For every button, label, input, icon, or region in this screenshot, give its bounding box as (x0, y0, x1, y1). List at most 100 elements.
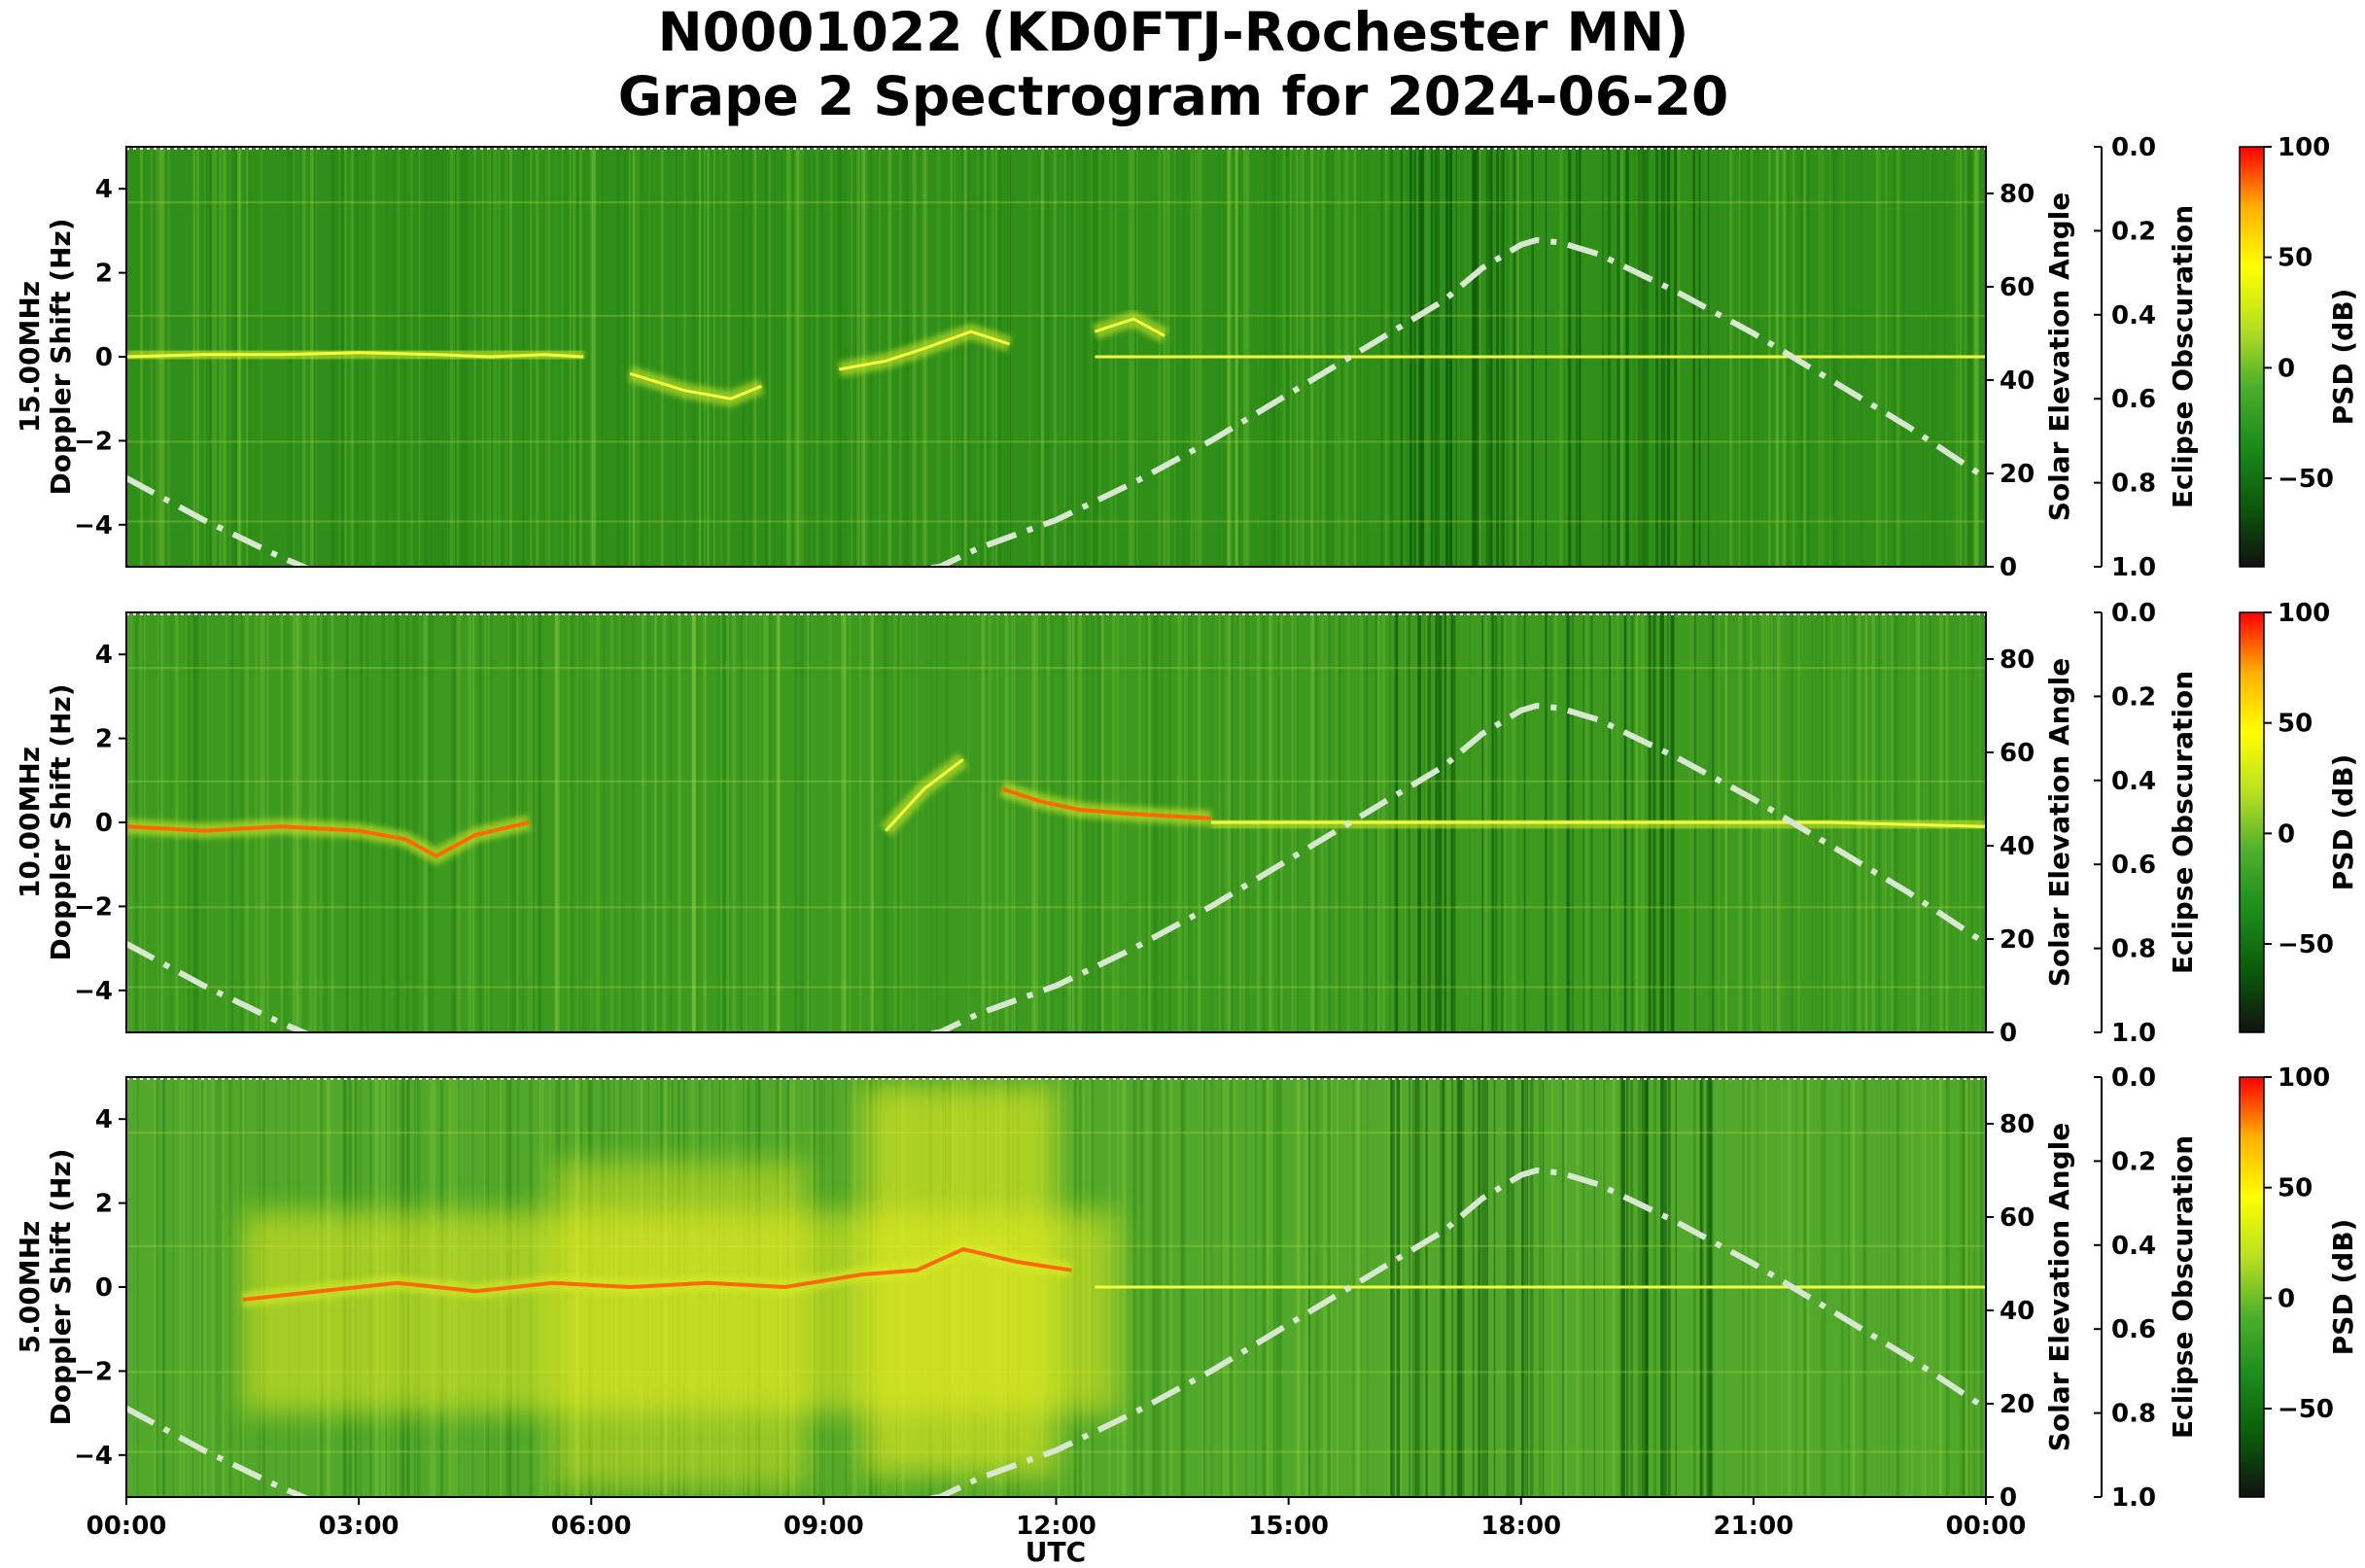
noise-stripe (721, 612, 726, 1032)
noise-stripe (641, 612, 645, 1032)
noise-stripe (807, 612, 810, 1032)
y-tick-label: 4 (95, 641, 113, 670)
noise-stripe (584, 612, 587, 1032)
noise-stripe (1061, 612, 1063, 1032)
noise-stripe (796, 147, 799, 567)
noise-stripe (694, 612, 697, 1032)
noise-stripe (774, 612, 778, 1032)
carrier-trace (242, 1246, 1072, 1302)
noise-stripe (570, 612, 574, 1032)
noise-stripe (989, 612, 991, 1032)
noise-stripe (601, 147, 604, 567)
eclipse-tick-label: 0.8 (2111, 1400, 2156, 1429)
noise-stripe (776, 612, 781, 1032)
noise-stripe (692, 612, 696, 1032)
noise-stripe (531, 612, 535, 1032)
noise-stripe (590, 147, 593, 567)
noise-stripe (136, 1077, 139, 1497)
noise-stripe (360, 612, 364, 1032)
noise-stripe (538, 612, 542, 1032)
noise-stripe (596, 612, 599, 1032)
noise-stripe (1044, 147, 1049, 567)
eclipse-tick-label: 1.0 (2111, 553, 2156, 582)
noise-stripe (598, 612, 600, 1032)
noise-stripe (987, 147, 989, 567)
noise-stripe (794, 147, 799, 567)
elevation-axis-label: Solar Elevation Angle (2043, 192, 2075, 521)
noise-stripe (936, 612, 938, 1032)
eclipse-tick-label: 0.4 (2111, 301, 2156, 331)
eclipse-tick-label: 0.4 (2111, 1232, 2156, 1261)
noise-stripe (381, 612, 384, 1032)
noise-stripe (792, 147, 794, 567)
noise-stripe (1063, 147, 1066, 567)
noise-stripe (1071, 612, 1076, 1032)
noise-stripe (849, 612, 852, 1032)
noise-stripe (643, 612, 648, 1032)
y-tick-label: 2 (95, 260, 113, 289)
noise-stripe (646, 612, 649, 1032)
noise-stripe (161, 1077, 166, 1497)
noise-stripe (773, 147, 776, 567)
noise-stripe (1086, 612, 1088, 1032)
y-tick-label: −2 (74, 1357, 113, 1386)
noise-stripe (430, 612, 433, 1032)
noise-stripe (472, 612, 474, 1032)
noise-stripe (648, 147, 650, 567)
noise-stripe (748, 147, 752, 567)
noise-stripe (670, 612, 672, 1032)
noise-stripe (1043, 612, 1046, 1032)
y-tick-label: 0 (95, 343, 113, 372)
colorbar-tick-label: 100 (2278, 133, 2330, 162)
elevation-tick-label: 60 (2000, 273, 2035, 302)
noise-stripe (1049, 612, 1052, 1032)
noise-stripe (998, 147, 1001, 567)
noise-stripe (195, 612, 199, 1032)
noise-stripe (816, 147, 818, 567)
figure-title-line2: Grape 2 Spectrogram for 2024-06-20 (618, 65, 1729, 127)
noise-stripe (777, 612, 781, 1032)
noise-stripe (191, 1077, 194, 1497)
noise-stripe (1016, 612, 1019, 1032)
eclipse-tick-label: 0.6 (2111, 385, 2156, 414)
eclipse-tick-label: 0.0 (2111, 599, 2156, 628)
noise-stripe (852, 147, 857, 567)
eclipse-axis-label: Eclipse Obscuration (2167, 205, 2199, 508)
noise-stripe (979, 147, 984, 567)
eclipse-axis-label: Eclipse Obscuration (2167, 1135, 2199, 1439)
noise-stripe (966, 147, 971, 567)
y-axis-label: Doppler Shift (Hz) (45, 218, 77, 495)
noise-stripe (829, 147, 833, 567)
noise-stripe (858, 612, 862, 1032)
colorbar (2239, 146, 2265, 568)
noise-stripe (752, 612, 757, 1032)
noise-stripe (533, 612, 537, 1032)
y-axis-label: Doppler Shift (Hz) (45, 683, 77, 960)
noise-stripe (786, 147, 790, 567)
noise-stripe (924, 147, 927, 567)
noise-stripe (471, 612, 475, 1032)
noise-stripe (840, 612, 843, 1032)
noise-stripe (183, 1077, 185, 1497)
noise-stripe (207, 612, 209, 1032)
noise-stripe (769, 612, 772, 1032)
noise-stripe (954, 147, 956, 567)
eclipse-axis-label: Eclipse Obscuration (2167, 671, 2199, 974)
eclipse-tick-label: 0.8 (2111, 470, 2156, 499)
noise-stripe (981, 612, 986, 1032)
noise-stripe (538, 612, 541, 1032)
y-axis-label: Doppler Shift (Hz) (45, 1148, 77, 1425)
noise-stripe (870, 612, 875, 1032)
colorbar-tick-label: 0 (2278, 819, 2295, 849)
noise-stripe (415, 612, 418, 1032)
noise-stripe (405, 612, 409, 1032)
y-tick-label: 2 (95, 1190, 113, 1219)
noise-stripe (950, 147, 953, 567)
panel-frequency-label: 10.00MHz (14, 747, 46, 898)
spectrogram-area (126, 1077, 1986, 1497)
noise-stripe (967, 612, 970, 1032)
noise-stripe (1052, 612, 1055, 1032)
noise-stripe (192, 612, 196, 1032)
noise-stripe (750, 612, 753, 1032)
eclipse-tick-label: 1.0 (2111, 1483, 2156, 1513)
